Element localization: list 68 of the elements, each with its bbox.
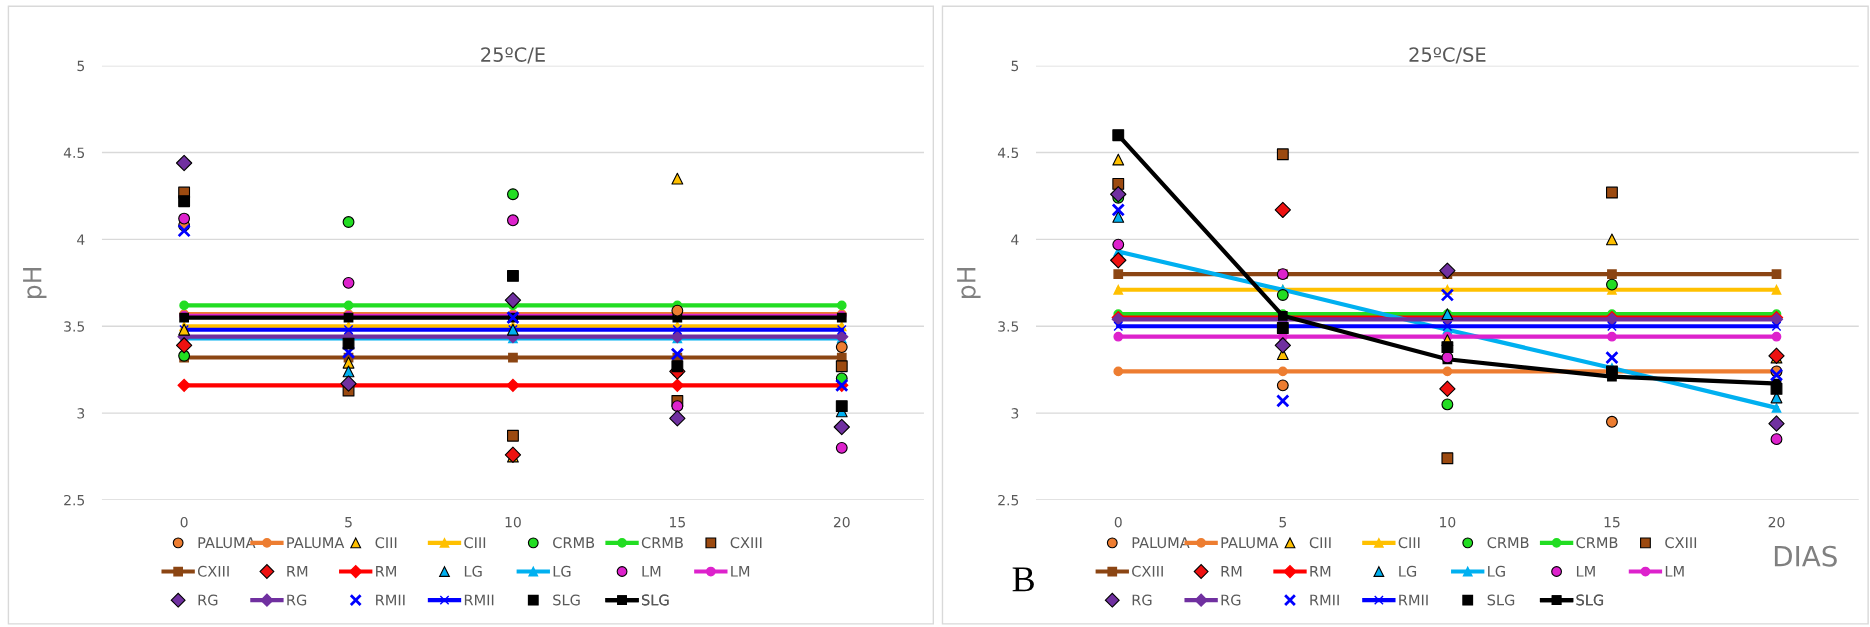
legend-label: RG <box>1132 594 1152 606</box>
y-tick-label: 4.5 <box>997 147 1019 159</box>
legend-label: LM <box>1665 565 1684 577</box>
x-tick-label: 10 <box>505 516 521 528</box>
legend-label: LM <box>642 565 661 577</box>
x-tick-label: 10 <box>1440 516 1456 528</box>
y-axis-title: pH <box>23 267 47 298</box>
legend-label: CIII <box>1309 537 1331 549</box>
legend-label: SLG <box>1576 594 1604 606</box>
legend-label: CRMB <box>553 537 595 549</box>
legend-label: RG <box>198 594 218 606</box>
legend-label: RMII <box>376 594 405 606</box>
legend-label: CRMB <box>1487 537 1529 549</box>
legend-label: RG <box>287 594 307 606</box>
legend-label: LG <box>553 565 571 577</box>
legend-label: RMII <box>1310 594 1339 606</box>
legend-label: CRMB <box>641 537 683 549</box>
text: B <box>1012 567 1034 592</box>
legend-label: CIII <box>464 537 486 549</box>
x-tick-label: 20 <box>833 516 850 528</box>
legend-label: SLG <box>1487 594 1515 606</box>
legend-label: CXIII <box>197 565 229 577</box>
legend-label: SLG <box>553 594 580 606</box>
legend-label: CXIII <box>730 537 762 549</box>
y-tick-label: 5 <box>77 60 85 72</box>
x-axis-title: DIAS <box>1774 545 1837 567</box>
legend-label: PALUMA <box>287 537 345 549</box>
legend-label: LM <box>731 565 750 577</box>
legend-label: LG <box>464 565 482 577</box>
legend-label: LM <box>1576 565 1595 577</box>
legend-label: RM <box>287 565 308 577</box>
y-tick-label: 3.5 <box>64 321 85 332</box>
x-tick-label: 0 <box>1114 516 1122 528</box>
legend-label: RMII <box>464 594 494 606</box>
y-tick-label: 2.5 <box>64 494 85 506</box>
legend-label: CIII <box>375 537 397 549</box>
x-tick-label: 15 <box>670 517 685 528</box>
legend-label: PALUMA <box>198 537 256 549</box>
x-tick-label: 0 <box>180 516 188 528</box>
y-tick-label: 4 <box>77 234 85 245</box>
legend-label: PALUMA <box>1132 537 1190 549</box>
legend-label: RG <box>1221 594 1241 606</box>
x-tick-label: 15 <box>1604 517 1620 528</box>
y-tick-label: 3.5 <box>998 321 1019 332</box>
y-tick-label: 4.5 <box>63 147 85 159</box>
legend-label: CIII <box>1398 537 1420 549</box>
x-tick-label: 5 <box>1279 517 1287 528</box>
legend-label: RM <box>1221 565 1242 577</box>
legend-label: CXIII <box>1132 565 1163 577</box>
chart-title: 25ºC/SE <box>1409 47 1486 64</box>
y-tick-label: 2.5 <box>998 494 1019 506</box>
x-tick-label: 5 <box>345 517 352 528</box>
legend-label: RM <box>376 565 396 577</box>
legend-label: LG <box>1488 565 1505 577</box>
x-tick-label: 20 <box>1768 516 1785 528</box>
chart-title: 25ºC/E <box>481 47 545 64</box>
legend-label: LG <box>1399 565 1417 577</box>
legend-label: SLG <box>641 594 669 606</box>
y-tick-label: 3 <box>1011 408 1019 419</box>
y-axis-title: pH <box>957 267 981 298</box>
legend-label: PALUMA <box>1221 537 1279 549</box>
legend-label: CXIII <box>1665 537 1697 549</box>
legend-label: CRMB <box>1576 537 1618 549</box>
legend-label: RMII <box>1399 594 1428 606</box>
y-tick-label: 3 <box>77 408 85 419</box>
y-tick-label: 4 <box>1011 234 1019 245</box>
y-tick-label: 5 <box>1011 60 1019 72</box>
legend-label: RM <box>1310 565 1331 577</box>
